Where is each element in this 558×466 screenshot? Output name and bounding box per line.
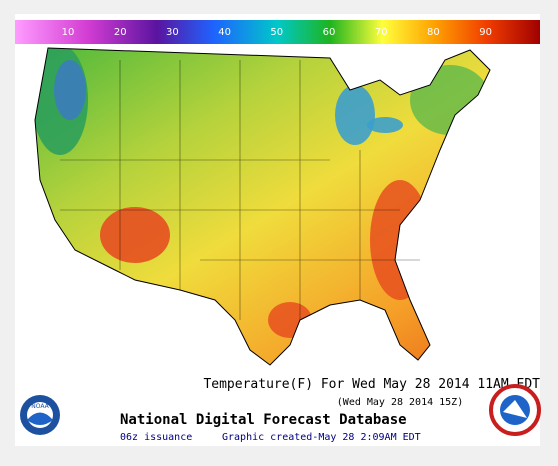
state-lines [60, 60, 420, 320]
nws-logo [489, 384, 541, 436]
scale-tick-label: 70 [375, 27, 388, 38]
scale-tick-label: 40 [218, 27, 231, 38]
noaa-logo: NOAA [20, 395, 60, 435]
scale-tick-label: 80 [427, 27, 440, 38]
noaa-text: NOAA [31, 403, 49, 410]
created: Graphic created-May 28 2:09AM EDT [222, 432, 421, 443]
source: National Digital Forecast Database [120, 412, 407, 428]
scale-tick-label: 20 [114, 27, 127, 38]
valid-time: (Wed May 28 2014 15Z) [337, 397, 463, 408]
issuance: 06z issuance [120, 432, 192, 443]
map-title: Temperature(F) For Wed May 28 2014 11AM … [203, 377, 540, 392]
scale-tick-label: 10 [62, 27, 75, 38]
scale-tick-label: 60 [323, 27, 336, 38]
color-scale [15, 20, 540, 44]
scale-tick-label: 30 [166, 27, 179, 38]
scale-tick-label: 50 [270, 27, 283, 38]
scale-tick-label: 90 [479, 27, 492, 38]
